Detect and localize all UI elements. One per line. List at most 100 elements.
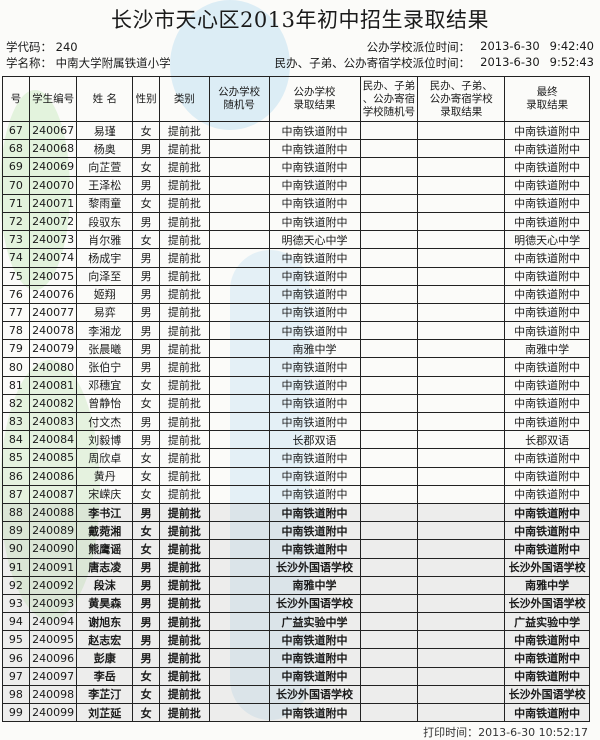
cell-public-random-no bbox=[208, 430, 270, 450]
cell-private-random-no bbox=[359, 666, 419, 686]
table-row: 80 240080 张伯宁男提前批 中南铁道附中 中南铁道附中 bbox=[2, 357, 590, 377]
cell-public-random-no bbox=[208, 230, 270, 250]
cell-private-result bbox=[417, 466, 506, 486]
cell-public-result: 明德天心中学 bbox=[268, 230, 361, 250]
cell-public-result: 中南铁道附中 bbox=[268, 357, 361, 377]
print-time: 打印时间：2013-6-30 10:52:17 bbox=[423, 726, 588, 739]
column-header-private-result: 民办、子弟、 公办寄宿学校 录取结果 bbox=[417, 76, 506, 122]
cell-gender: 男 bbox=[132, 339, 161, 359]
cell-name: 李湘龙 bbox=[76, 321, 134, 341]
cell-public-result: 长沙外国语学校 bbox=[268, 557, 361, 577]
cell-student-id: 240076 bbox=[28, 284, 78, 304]
cell-public-result: 中南铁道附中 bbox=[268, 539, 361, 559]
column-header-final-result: 最终 录取结果 bbox=[504, 76, 590, 122]
cell-name: 付文杰 bbox=[76, 411, 134, 432]
cell-gender: 男 bbox=[132, 139, 161, 159]
table-row: 96 240096 彭康男提前批 中南铁道附中 中南铁道附中 bbox=[2, 648, 590, 668]
cell-final-result: 南雅中学 bbox=[504, 575, 590, 595]
cell-public-random-no bbox=[208, 411, 270, 432]
cell-student-id: 240092 bbox=[28, 575, 78, 595]
cell-seq: 74 bbox=[2, 248, 30, 268]
cell-student-id: 240075 bbox=[28, 266, 78, 286]
cell-private-result bbox=[417, 430, 506, 450]
cell-public-random-no bbox=[208, 139, 270, 159]
table-row: 76 240076 姬翔男提前批 中南铁道附中 中南铁道附中 bbox=[2, 284, 590, 304]
cell-name: 易弈 bbox=[76, 302, 134, 323]
cell-seq: 95 bbox=[2, 630, 30, 650]
cell-final-result: 中南铁道附中 bbox=[504, 648, 590, 668]
cell-private-result bbox=[417, 630, 506, 650]
cell-final-result: 中南铁道附中 bbox=[504, 393, 590, 414]
cell-private-result bbox=[417, 339, 506, 359]
cell-public-result: 中南铁道附中 bbox=[268, 266, 361, 286]
cell-private-random-no bbox=[359, 357, 419, 377]
cell-private-result bbox=[417, 139, 506, 159]
cell-private-random-no bbox=[359, 612, 419, 632]
cell-private-result bbox=[417, 284, 506, 304]
table-row: 83 240083 付文杰男提前批 中南铁道附中 中南铁道附中 bbox=[2, 411, 590, 432]
cell-private-random-no bbox=[359, 593, 419, 614]
cell-gender: 男 bbox=[132, 557, 161, 577]
cell-final-result: 中南铁道附中 bbox=[504, 193, 590, 213]
cell-private-random-no bbox=[359, 411, 419, 432]
cell-gender: 女 bbox=[132, 484, 161, 504]
cell-name: 黎雨童 bbox=[76, 193, 134, 213]
cell-category: 提前批 bbox=[159, 120, 210, 141]
cell-category: 提前批 bbox=[159, 375, 210, 395]
cell-private-result bbox=[417, 357, 506, 377]
cell-final-result: 长郡双语 bbox=[504, 430, 590, 450]
cell-name: 曾静怡 bbox=[76, 393, 134, 414]
cell-private-result bbox=[417, 302, 506, 323]
cell-gender: 女 bbox=[132, 666, 161, 686]
cell-category: 提前批 bbox=[159, 211, 210, 232]
cell-public-random-no bbox=[208, 175, 270, 195]
cell-public-random-no bbox=[208, 302, 270, 323]
cell-public-random-no bbox=[208, 648, 270, 668]
cell-gender: 女 bbox=[132, 684, 161, 705]
cell-seq: 83 bbox=[2, 411, 30, 432]
cell-final-result: 中南铁道附中 bbox=[504, 411, 590, 432]
cell-public-result: 中南铁道附中 bbox=[268, 175, 361, 195]
cell-gender: 男 bbox=[132, 284, 161, 304]
cell-private-random-no bbox=[359, 575, 419, 595]
table-row: 68 240068 杨奥男提前批 中南铁道附中 中南铁道附中 bbox=[2, 139, 590, 159]
cell-student-id: 240088 bbox=[28, 502, 78, 523]
cell-name: 周欣卓 bbox=[76, 448, 134, 468]
column-header-public-random-no: 公办学校 随机号 bbox=[208, 76, 270, 122]
cell-name: 黄丹 bbox=[76, 466, 134, 486]
cell-final-result: 中南铁道附中 bbox=[504, 157, 590, 177]
table-row: 78 240078 李湘龙男提前批 中南铁道附中 中南铁道附中 bbox=[2, 321, 590, 341]
table-row: 95 240095 赵志宏男提前批 中南铁道附中 中南铁道附中 bbox=[2, 630, 590, 650]
cell-gender: 男 bbox=[132, 630, 161, 650]
cell-public-random-no bbox=[208, 157, 270, 177]
private-time: 9:52:43 bbox=[549, 55, 594, 69]
cell-private-random-no bbox=[359, 521, 419, 541]
cell-final-result: 中南铁道附中 bbox=[504, 466, 590, 486]
cell-seq: 88 bbox=[2, 502, 30, 523]
cell-name: 张伯宁 bbox=[76, 357, 134, 377]
school-name: 学名称： 中南大学附属铁道小学 bbox=[6, 56, 171, 70]
cell-seq: 69 bbox=[2, 157, 30, 177]
cell-final-result: 中南铁道附中 bbox=[504, 448, 590, 468]
cell-seq: 86 bbox=[2, 466, 30, 486]
cell-public-random-no bbox=[208, 666, 270, 686]
cell-public-result: 中南铁道附中 bbox=[268, 157, 361, 177]
cell-seq: 79 bbox=[2, 339, 30, 359]
cell-seq: 71 bbox=[2, 193, 30, 213]
cell-student-id: 240074 bbox=[28, 248, 78, 268]
cell-seq: 82 bbox=[2, 393, 30, 414]
cell-gender: 女 bbox=[132, 448, 161, 468]
cell-public-result: 中南铁道附中 bbox=[268, 411, 361, 432]
cell-public-random-no bbox=[208, 393, 270, 414]
cell-student-id: 240090 bbox=[28, 539, 78, 559]
cell-gender: 男 bbox=[132, 321, 161, 341]
cell-public-result: 中南铁道附中 bbox=[268, 211, 361, 232]
cell-public-result: 中南铁道附中 bbox=[268, 502, 361, 523]
cell-public-random-no bbox=[208, 593, 270, 614]
cell-student-id: 240069 bbox=[28, 157, 78, 177]
cell-private-result bbox=[417, 539, 506, 559]
cell-gender: 男 bbox=[132, 411, 161, 432]
cell-public-result: 中南铁道附中 bbox=[268, 321, 361, 341]
cell-public-random-no bbox=[208, 684, 270, 705]
cell-public-random-no bbox=[208, 448, 270, 468]
